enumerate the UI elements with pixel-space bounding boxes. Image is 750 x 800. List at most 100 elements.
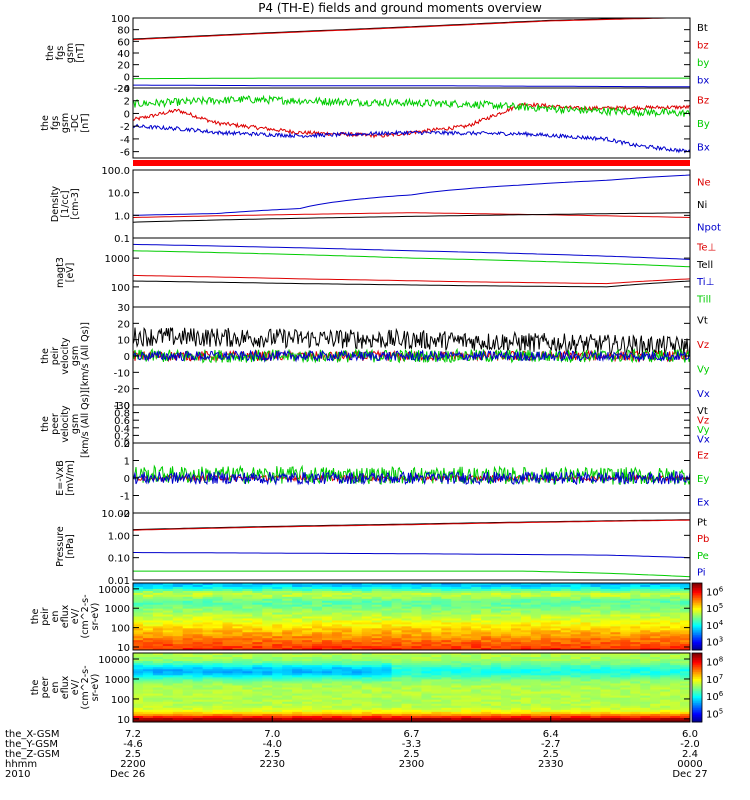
- panel-peir_v: Vt Vz Vy Vx -30 -20 -10 0 10 20 30 the peir velocity g…: [40, 303, 710, 412]
- y-axis-title: peir: [50, 347, 61, 366]
- legend-Ey: Ey: [697, 474, 709, 485]
- legend-Bx: Bx: [697, 142, 710, 153]
- y-axis-title: [mV/m]: [65, 460, 76, 496]
- x-axis-labels: the_X-GSM 7.2 7.0 6.7 6.4 6.0 the_Y-GSM -4.6 -4.…: [5, 716, 708, 780]
- colorbar-tick-label: 105: [706, 602, 723, 615]
- y-axis-title: [cm-3]: [70, 188, 81, 219]
- y-axis-title: velocity: [60, 405, 71, 443]
- y-axis-title: gsm: [60, 113, 71, 133]
- legend-Pi: Pi: [697, 568, 706, 579]
- y-axis-title: [nT]: [75, 43, 86, 62]
- y-tick-label: 0: [124, 352, 130, 363]
- y-tick-label: 10000: [98, 655, 130, 666]
- y-axis-title: the: [30, 609, 41, 625]
- x-tick-label: Dec 27: [672, 769, 707, 780]
- y-axis-title: [eV]: [65, 263, 76, 283]
- series-line-Pi: [133, 552, 690, 559]
- series-line-Ne: [133, 212, 690, 218]
- colorbar-tick-label: 106: [706, 585, 724, 598]
- x-tick-label: 2300: [399, 759, 424, 770]
- legend-Pt: Pt: [697, 517, 707, 528]
- colorbar-tick-label: 106: [706, 690, 724, 703]
- panel-pressure: Pt Pb Pe Pi 0.01 0.10 1.00 10.00 Pressure [nPa]: [55, 509, 709, 587]
- legend-Tell: Tell: [696, 260, 713, 271]
- legend-by: by: [697, 58, 709, 69]
- y-tick-label: 0.8: [114, 409, 130, 420]
- panel-frame: [132, 17, 691, 89]
- x-tick-label: 2.5: [404, 749, 420, 760]
- y-tick-label: 10: [117, 336, 130, 347]
- y-axis-title: en: [50, 611, 61, 623]
- x-tick-label: 2.5: [264, 749, 280, 760]
- x-row-name: 2010: [5, 769, 30, 780]
- y-tick-label: 60: [117, 37, 130, 48]
- y-axis-title: velocity: [60, 337, 71, 375]
- colorbar-peer_spec: 105 106 107 108: [691, 652, 724, 723]
- y-axis-title: peer: [50, 413, 61, 435]
- legend-Vx: Vx: [697, 434, 710, 445]
- series-line-bx: [133, 84, 690, 88]
- panel-peir_spec: 103 104 105 106 10 100 1000 10000 the peir en eflux…: [30, 582, 724, 654]
- legend-Ex: Ex: [697, 497, 709, 508]
- y-tick-label: 20: [117, 319, 130, 330]
- legend-Ne: Ne: [697, 177, 711, 188]
- legend-Vy: Vy: [697, 364, 710, 375]
- y-tick-label: 0.1: [114, 234, 130, 245]
- y-axis-title: Pressure: [55, 526, 66, 567]
- y-tick-label: -20: [114, 385, 130, 396]
- y-tick-label: 0: [124, 109, 130, 120]
- y-tick-label: 10.0: [108, 189, 130, 200]
- y-tick-label: -1: [120, 492, 130, 503]
- y-tick-label: 10.00: [101, 509, 130, 520]
- series-line-Vx: [133, 349, 690, 363]
- x-tick-label: 0000: [677, 759, 702, 770]
- y-tick-label: 0.0: [114, 439, 130, 450]
- panel-frame: [132, 404, 691, 444]
- y-axis-title: the: [40, 348, 51, 364]
- x-tick-label: 2.4: [682, 749, 698, 760]
- y-tick-label: 1000: [105, 604, 130, 615]
- y-axis-title: eflux: [60, 604, 71, 628]
- series-line-Bz: [133, 101, 690, 139]
- series-line-by: [133, 77, 690, 80]
- colorbar-tick-label: 104: [706, 619, 724, 632]
- y-tick-label: 100: [111, 695, 130, 706]
- y-tick-label: 10: [117, 643, 130, 654]
- y-tick-label: -20: [114, 84, 130, 95]
- y-tick-label: -4: [120, 135, 130, 146]
- x-tick-label: -2.0: [680, 739, 700, 750]
- y-axis-title: eV/: [70, 608, 81, 624]
- y-tick-label: 10000: [98, 585, 130, 596]
- y-tick-label: -2: [120, 122, 130, 133]
- lines-fgs: [133, 18, 690, 88]
- y-tick-label: 30: [117, 303, 130, 314]
- series-line-Pb: [133, 519, 690, 531]
- panel-frame: [132, 237, 691, 308]
- y-axis-title: (cm^2-s-: [80, 666, 91, 710]
- legend-Pe: Pe: [697, 551, 709, 562]
- y-tick-label: 10: [117, 715, 130, 726]
- y-tick-label: 100: [111, 624, 130, 635]
- y-tick-label: 0.2: [114, 431, 130, 442]
- legend-Vt: Vt: [697, 315, 708, 326]
- spectrogram-peir_spec: [133, 583, 690, 650]
- lines-fgs_dt: [133, 94, 690, 154]
- y-tick-label: 1000: [105, 675, 130, 686]
- y-axis-title: sr-eV): [90, 603, 101, 631]
- legend-By: By: [697, 119, 710, 130]
- series-line-Ex: [133, 470, 690, 486]
- panel-temp: Te⊥ Tell Ti⊥ Till 100 1000 magt3 [eV]: [55, 237, 716, 308]
- legend-Ez: Ez: [697, 451, 709, 462]
- y-axis-title: eV/: [70, 679, 81, 695]
- x-tick-label: 2.5: [543, 749, 559, 760]
- x-tick-label: 2200: [120, 759, 145, 770]
- x-tick-label: 7.2: [125, 729, 141, 740]
- y-axis-title: [nT]: [80, 113, 91, 132]
- y-tick-label: 1: [124, 457, 130, 468]
- y-axis-title: the: [40, 115, 51, 131]
- legend-Ni: Ni: [697, 200, 707, 211]
- legend-bx: bx: [697, 75, 709, 86]
- legend-Npot: Npot: [697, 223, 721, 234]
- figure-title: P4 (TH-E) fields and ground moments over…: [258, 1, 542, 15]
